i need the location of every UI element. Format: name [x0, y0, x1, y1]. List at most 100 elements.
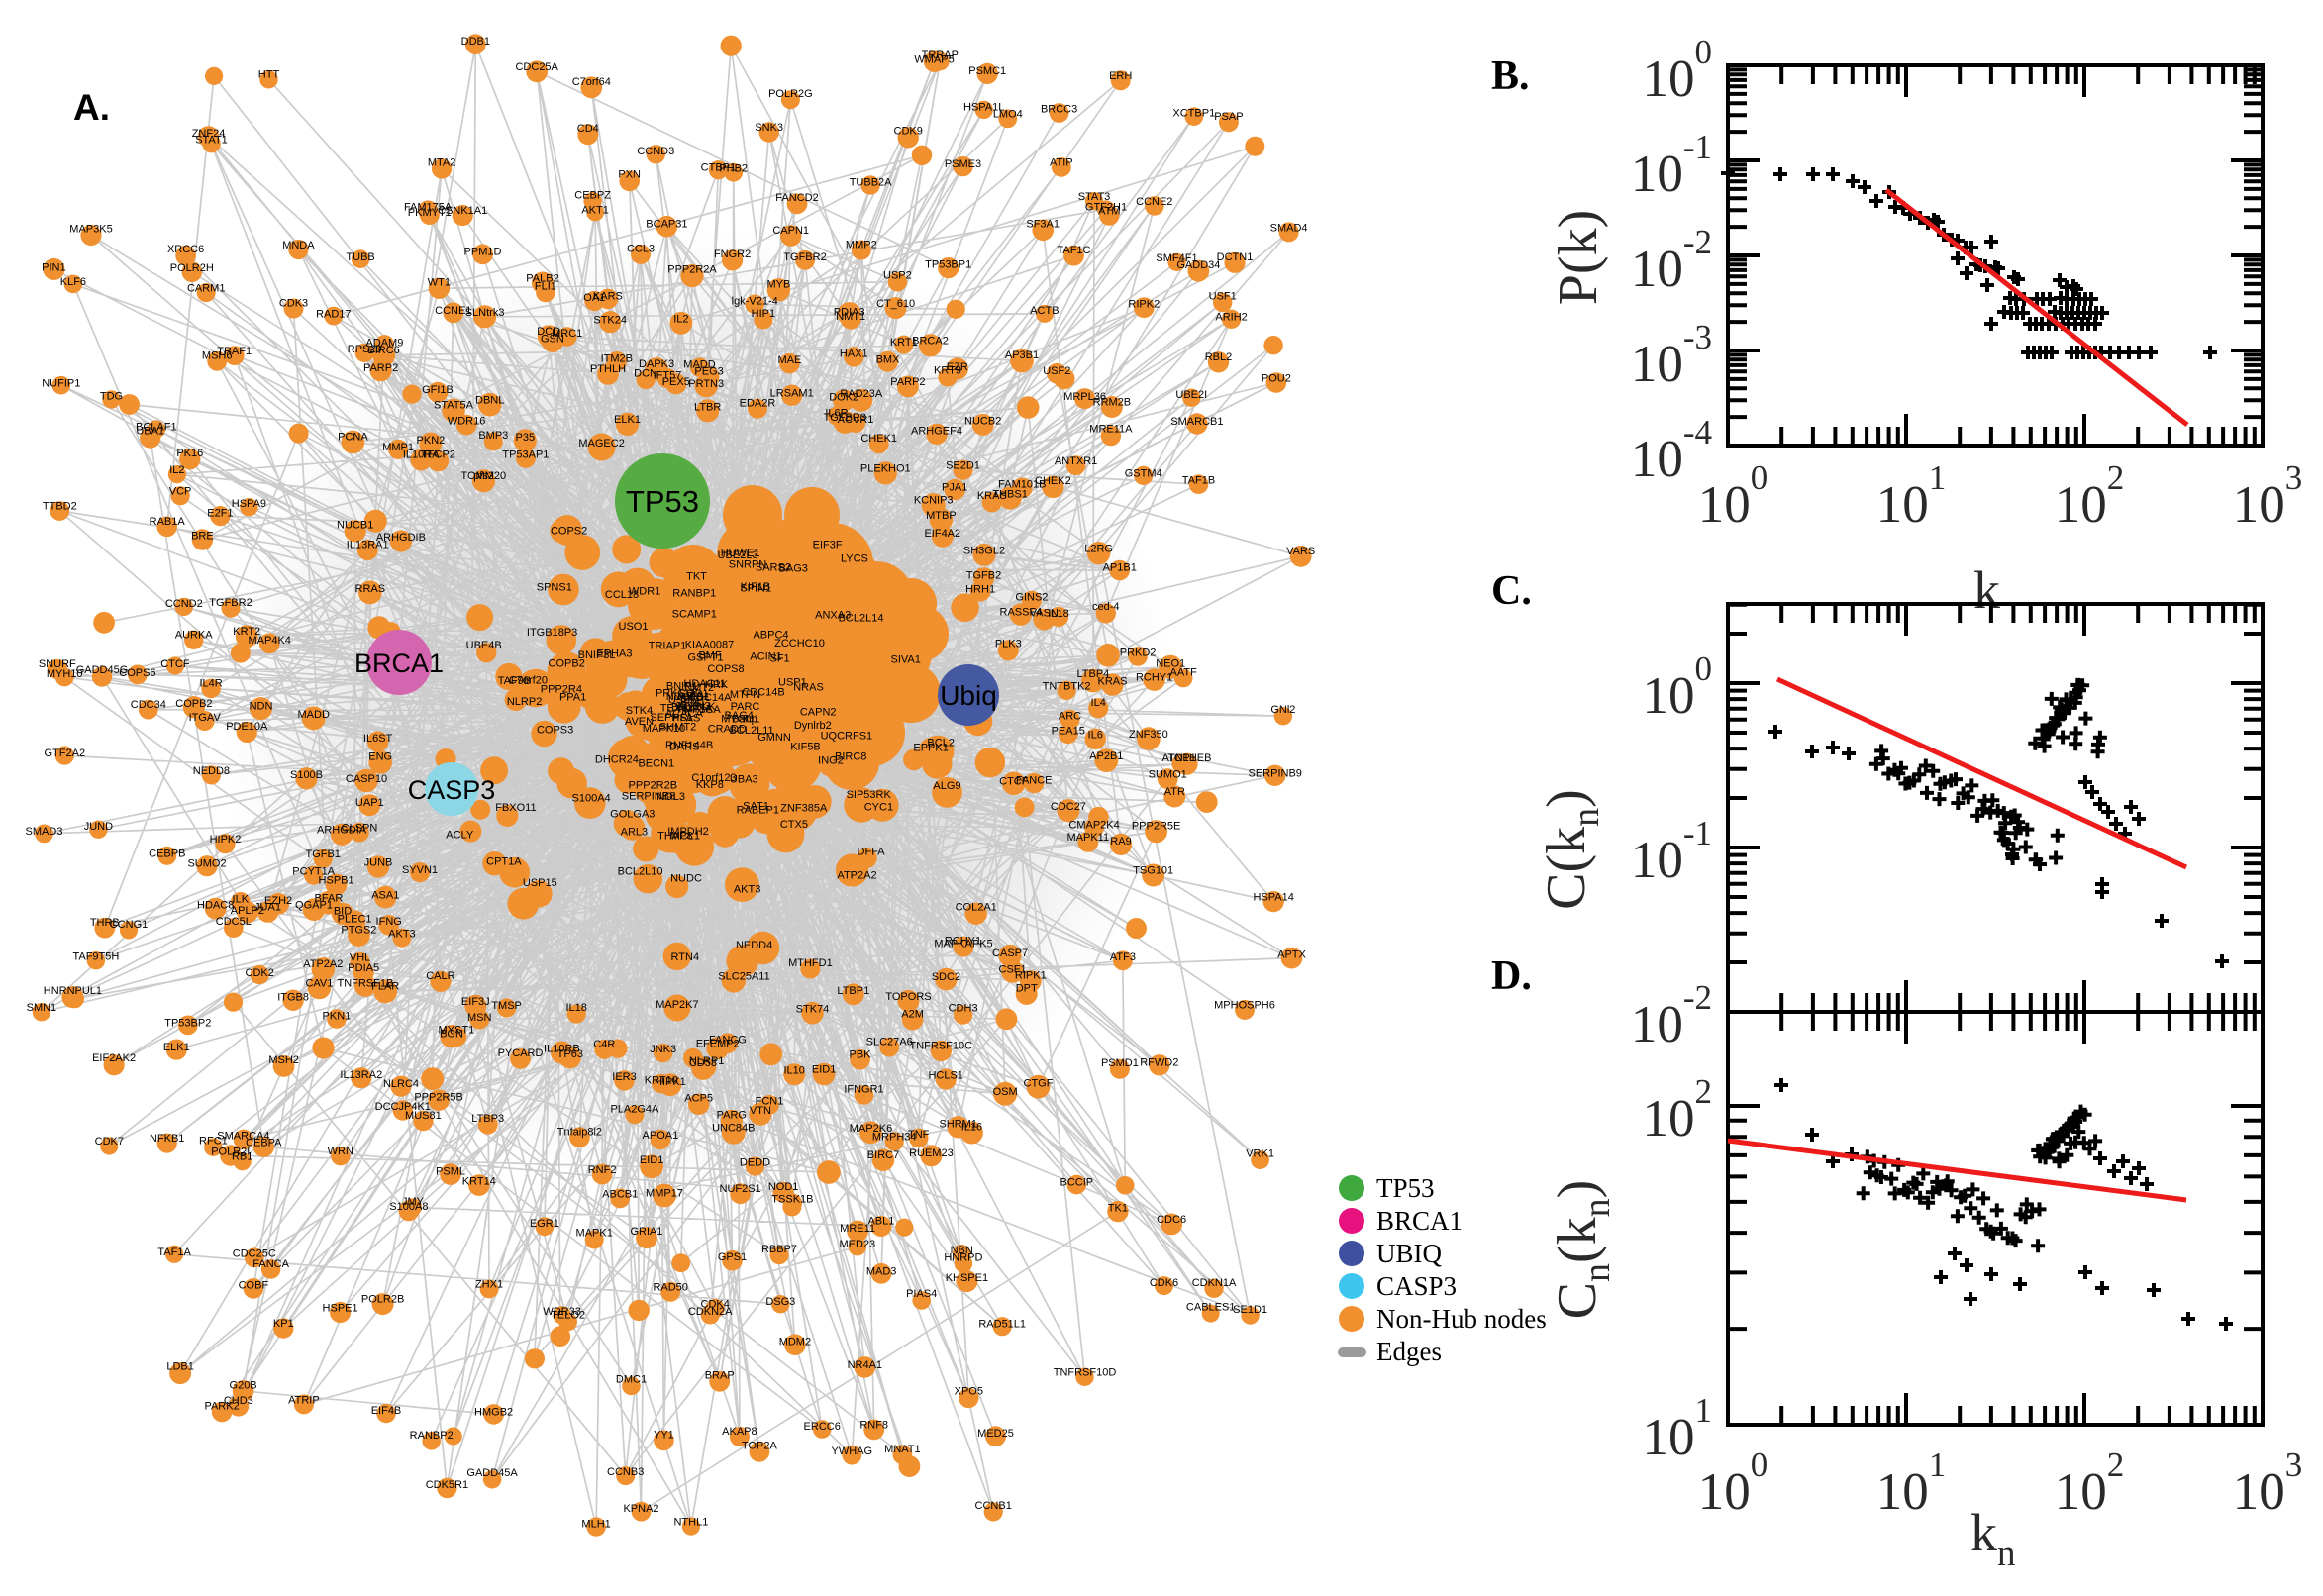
svg-text:COPS6: COPS6	[119, 667, 155, 679]
svg-text:MAP2K7: MAP2K7	[656, 999, 698, 1011]
svg-text:ATIP: ATIP	[1050, 157, 1073, 169]
svg-text:MYB: MYB	[766, 279, 790, 291]
svg-text:ATP2A2: ATP2A2	[837, 869, 876, 881]
svg-text:A.: A.	[73, 87, 110, 128]
svg-text:BCAP31: BCAP31	[646, 219, 687, 231]
svg-text:PYCARD: PYCARD	[498, 1047, 544, 1059]
svg-text:THBS1: THBS1	[992, 489, 1027, 501]
svg-text:RAD50: RAD50	[653, 1281, 687, 1293]
svg-text:GINS2: GINS2	[1015, 591, 1048, 603]
svg-text:RBL2: RBL2	[1205, 351, 1233, 363]
svg-text:CDKN1A: CDKN1A	[1192, 1277, 1237, 1289]
svg-text:EIF2AK2: EIF2AK2	[92, 1052, 136, 1064]
svg-text:CDC14B: CDC14B	[742, 687, 784, 699]
svg-text:BRCA1: BRCA1	[1376, 1206, 1463, 1236]
svg-text:BNIP3L: BNIP3L	[578, 649, 616, 661]
svg-text:KRT10: KRT10	[645, 1075, 678, 1087]
svg-text:COPS3: COPS3	[537, 724, 573, 736]
svg-text:ABPC4: ABPC4	[753, 630, 788, 642]
svg-text:RAD51L1: RAD51L1	[978, 1319, 1026, 1331]
svg-text:CDC34: CDC34	[131, 699, 166, 711]
svg-text:ILK: ILK	[233, 894, 250, 906]
svg-text:PPP2R2A: PPP2R2A	[667, 263, 717, 275]
svg-text:POLR2H: POLR2H	[170, 262, 214, 274]
svg-text:RB1: RB1	[232, 1150, 252, 1162]
svg-text:KIF1B: KIF1B	[741, 581, 771, 593]
svg-text:ING2: ING2	[818, 755, 844, 767]
svg-text:GNl2: GNl2	[1270, 704, 1295, 716]
svg-text:IL13RA1: IL13RA1	[347, 540, 389, 551]
svg-text:MMP2: MMP2	[846, 240, 877, 251]
svg-text:ITM2B: ITM2B	[601, 353, 633, 365]
svg-text:pfs2: pfs2	[473, 470, 494, 482]
svg-text:IL4R: IL4R	[199, 678, 222, 690]
svg-text:MTPN: MTPN	[730, 689, 760, 701]
svg-text:SMAD3: SMAD3	[26, 826, 63, 838]
svg-text:TP53BP1: TP53BP1	[925, 259, 971, 271]
svg-text:IL10: IL10	[783, 1064, 804, 1076]
svg-text:HSPA9: HSPA9	[232, 498, 266, 510]
svg-text:NUCB1: NUCB1	[337, 519, 373, 531]
svg-text:KKP8: KKP8	[696, 779, 724, 791]
svg-text:EFEMP2: EFEMP2	[696, 1039, 740, 1050]
svg-text:CHEK1: CHEK1	[860, 433, 897, 445]
svg-text:FLI1: FLI1	[535, 280, 556, 292]
svg-text:AP1B1: AP1B1	[1103, 562, 1137, 574]
svg-text:AP2B1: AP2B1	[1089, 750, 1123, 762]
svg-text:DHCR24: DHCR24	[595, 754, 639, 766]
svg-text:CDC6: CDC6	[1157, 1214, 1186, 1226]
svg-text:MLH1: MLH1	[581, 1518, 610, 1530]
svg-text:CARM1: CARM1	[187, 282, 226, 294]
svg-text:PPP2R2B: PPP2R2B	[629, 780, 678, 792]
svg-text:BCCIP: BCCIP	[1060, 1177, 1093, 1189]
svg-text:CRADD: CRADD	[708, 723, 747, 735]
svg-text:CABLES1: CABLES1	[1186, 1302, 1236, 1314]
svg-text:FANCE: FANCE	[1016, 775, 1053, 787]
svg-text:EIF3F: EIF3F	[813, 539, 843, 550]
svg-text:BIRC8: BIRC8	[835, 751, 866, 763]
svg-text:WT1: WT1	[428, 277, 451, 289]
svg-text:HNRPD: HNRPD	[944, 1251, 982, 1263]
svg-text:HSPB1: HSPB1	[319, 875, 354, 887]
svg-text:D.: D.	[1491, 953, 1532, 999]
svg-text:NUDC: NUDC	[670, 872, 702, 884]
svg-text:BFAR: BFAR	[315, 893, 344, 905]
svg-text:DPT: DPT	[1016, 983, 1038, 995]
svg-text:HUWE1: HUWE1	[721, 548, 760, 559]
svg-text:CTBP1: CTBP1	[701, 161, 736, 173]
svg-text:CT_610: CT_610	[876, 298, 915, 310]
svg-text:PCYT1A: PCYT1A	[292, 866, 335, 878]
svg-text:UBA1: UBA1	[136, 426, 164, 438]
svg-text:CDKN2A: CDKN2A	[688, 1306, 733, 1318]
svg-text:VRK1: VRK1	[1246, 1147, 1274, 1159]
svg-text:STAT5A: STAT5A	[434, 400, 474, 412]
svg-text:IL6: IL6	[1088, 729, 1103, 741]
svg-text:CEBPA: CEBPA	[246, 1137, 282, 1148]
svg-text:AURKA: AURKA	[175, 630, 214, 642]
svg-text:RRAS: RRAS	[355, 583, 386, 595]
svg-text:EZH2: EZH2	[264, 895, 292, 907]
svg-text:LMO4: LMO4	[993, 109, 1023, 121]
svg-text:PPM1D: PPM1D	[464, 247, 502, 258]
svg-text:RAD17: RAD17	[316, 309, 351, 321]
svg-text:HNRNPUL1: HNRNPUL1	[44, 985, 102, 997]
svg-text:CASP3: CASP3	[1376, 1271, 1457, 1301]
svg-text:CCNB3: CCNB3	[607, 1466, 644, 1478]
svg-text:PLEKHO1: PLEKHO1	[860, 463, 911, 475]
svg-text:PPP2R4: PPP2R4	[541, 683, 582, 695]
svg-text:ERH: ERH	[1109, 70, 1132, 82]
svg-text:NTHL1: NTHL1	[673, 1517, 708, 1529]
svg-text:TUBB: TUBB	[346, 251, 374, 263]
svg-text:CDK4: CDK4	[701, 1298, 730, 1310]
svg-text:Dynlrb2: Dynlrb2	[794, 720, 832, 732]
svg-text:BID: BID	[334, 905, 352, 917]
svg-text:KARS: KARS	[593, 291, 623, 303]
svg-text:IL13RA2: IL13RA2	[340, 1069, 382, 1081]
svg-text:COPS2: COPS2	[551, 526, 587, 538]
svg-text:GRIA1: GRIA1	[630, 1226, 662, 1238]
svg-text:TRRAP: TRRAP	[922, 50, 959, 61]
svg-text:C1orf123: C1orf123	[691, 772, 736, 784]
svg-text:PXN: PXN	[618, 169, 641, 181]
svg-text:COPB2: COPB2	[175, 698, 212, 710]
svg-text:DCCJP4K1: DCCJP4K1	[375, 1101, 431, 1113]
